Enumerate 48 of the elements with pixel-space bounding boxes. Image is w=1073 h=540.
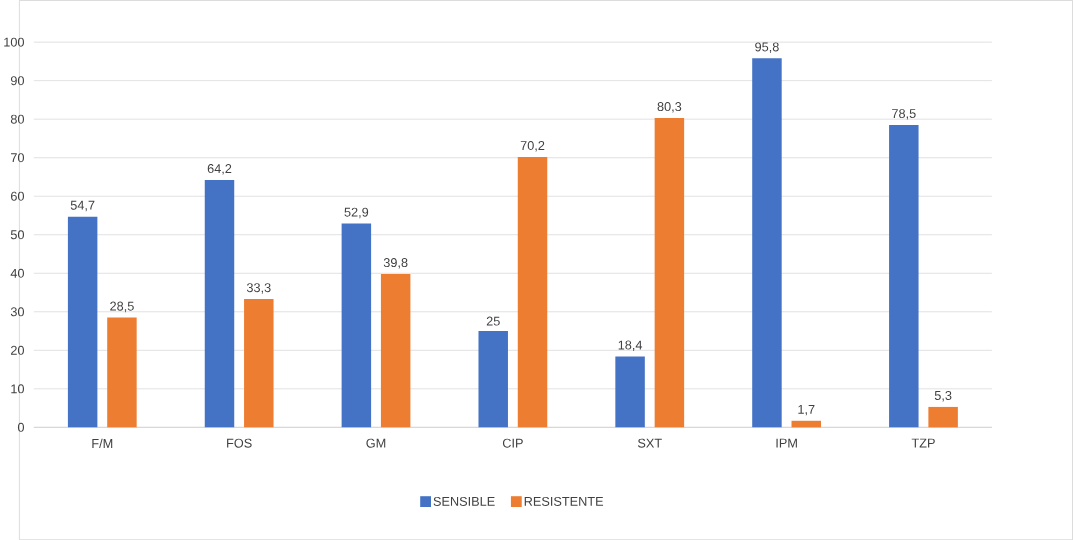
data-label: 28,5 bbox=[110, 301, 134, 313]
x-tick-label: CIP bbox=[502, 438, 523, 448]
data-label: 70,2 bbox=[520, 140, 545, 152]
bar bbox=[752, 58, 782, 428]
bar bbox=[928, 406, 958, 428]
data-label: 25 bbox=[486, 316, 500, 326]
data-label: 95,8 bbox=[755, 42, 779, 53]
y-tick-label: 90 bbox=[10, 76, 25, 86]
data-label: 54,7 bbox=[70, 200, 95, 212]
y-tick-label: 40 bbox=[10, 268, 25, 278]
y-tick-label: 100 bbox=[4, 37, 24, 47]
x-tick-label: GM bbox=[366, 438, 386, 448]
x-tick-label: SXT bbox=[637, 438, 662, 448]
data-label: 39,8 bbox=[383, 257, 408, 269]
bar bbox=[654, 117, 685, 428]
data-label: 5,3 bbox=[934, 390, 952, 402]
bar bbox=[478, 330, 508, 428]
y-tick-label: 70 bbox=[11, 153, 25, 163]
y-tick-label: 10 bbox=[11, 384, 25, 394]
data-label: 78,5 bbox=[892, 108, 916, 120]
bar bbox=[107, 317, 137, 428]
bar bbox=[615, 356, 645, 428]
x-tick-label: TZP bbox=[911, 438, 935, 448]
bar bbox=[791, 420, 821, 428]
data-label: 80,3 bbox=[657, 101, 682, 113]
y-tick-label: 80 bbox=[10, 114, 25, 124]
legend-label: RESISTENTE bbox=[524, 496, 604, 506]
data-label: 33,3 bbox=[246, 283, 271, 294]
bar bbox=[517, 156, 548, 428]
data-label: 64,2 bbox=[207, 164, 232, 175]
bar bbox=[341, 223, 372, 428]
x-tick-label: F/M bbox=[92, 438, 113, 448]
y-tick-label: 0 bbox=[17, 422, 25, 432]
data-label: 52,9 bbox=[344, 207, 369, 219]
x-tick-label: IPM bbox=[776, 438, 797, 448]
data-label: 1,7 bbox=[798, 404, 815, 416]
data-label: 18,4 bbox=[618, 340, 643, 351]
bar bbox=[67, 216, 98, 428]
bar bbox=[889, 124, 919, 428]
y-tick-label: 50 bbox=[10, 230, 25, 240]
x-tick-label: FOS bbox=[227, 438, 252, 448]
bar bbox=[380, 273, 411, 428]
y-tick-label: 30 bbox=[10, 307, 25, 317]
legend-label: SENSIBLE bbox=[433, 496, 495, 506]
y-tick-label: 20 bbox=[10, 345, 25, 355]
y-tick-label: 60 bbox=[10, 191, 25, 201]
bar bbox=[244, 298, 274, 428]
bar bbox=[204, 179, 235, 428]
